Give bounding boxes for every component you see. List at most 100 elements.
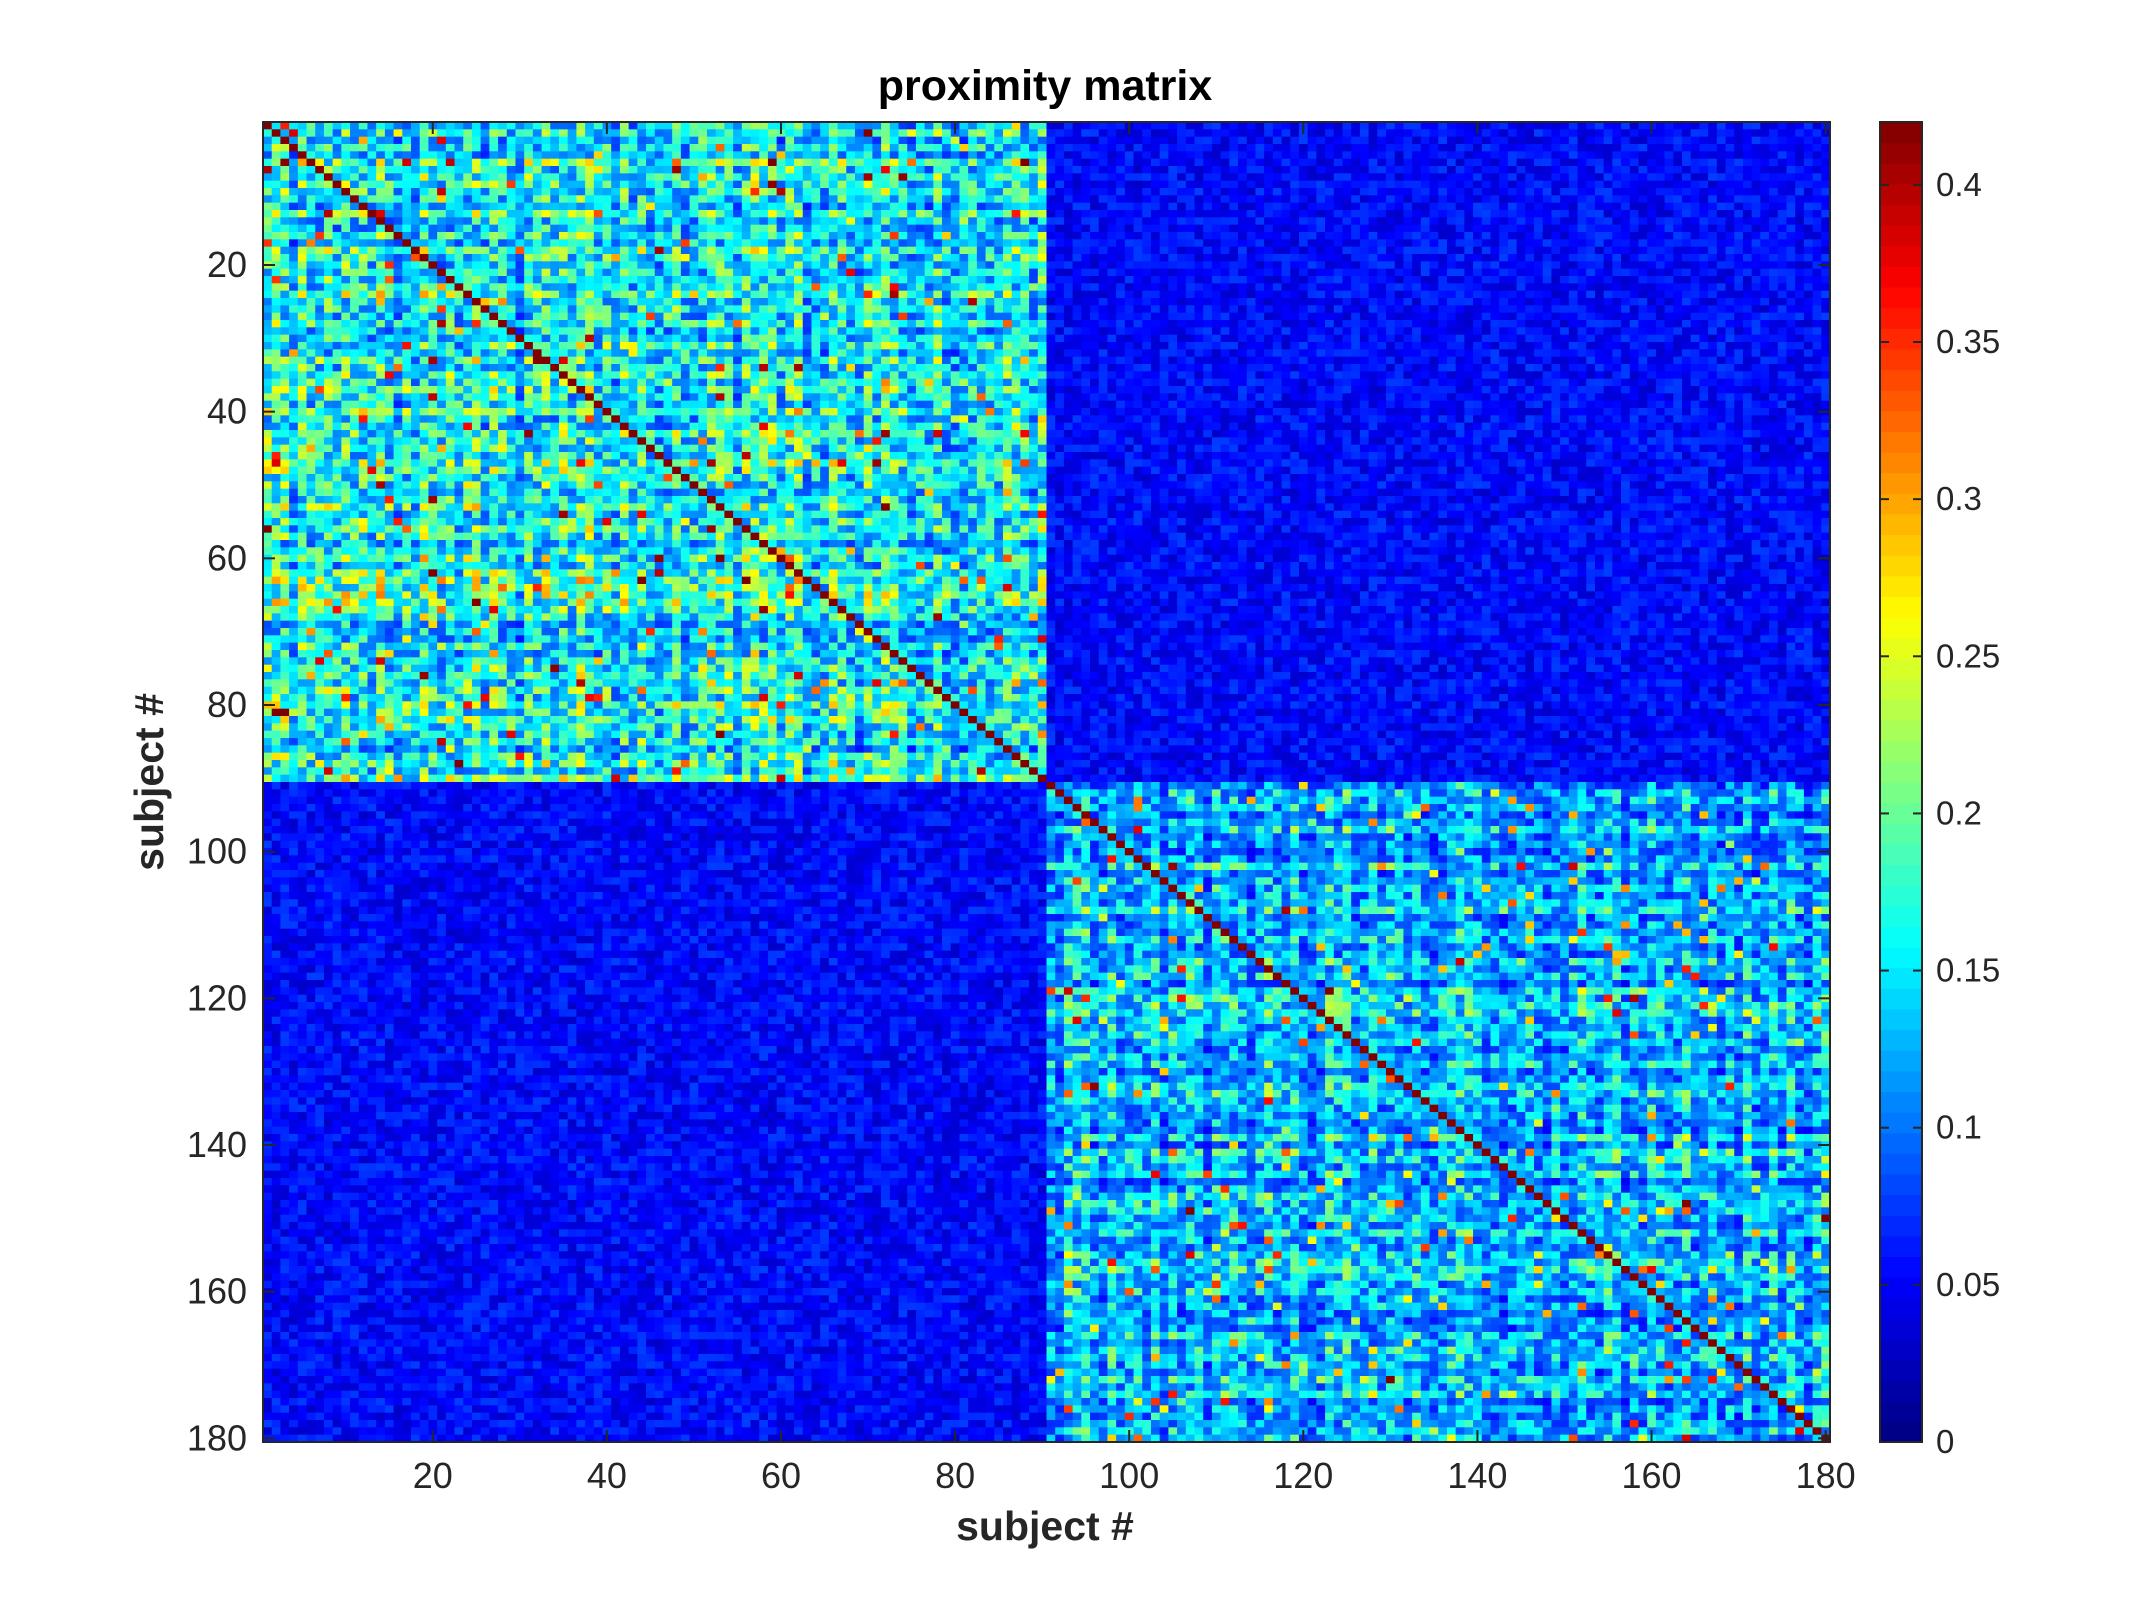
heatmap-cell [1273, 305, 1282, 313]
heatmap-cell [629, 254, 638, 262]
heatmap-cell [1186, 181, 1195, 189]
heatmap-cell [829, 261, 838, 269]
heatmap-cell [1464, 203, 1473, 211]
heatmap-cell [994, 173, 1003, 181]
heatmap-cell [1813, 129, 1822, 137]
heatmap-cell [376, 144, 385, 152]
heatmap-cell [446, 173, 455, 181]
heatmap-cell [1403, 291, 1412, 299]
heatmap-cell [1064, 276, 1073, 284]
heatmap-cell [1055, 225, 1064, 233]
heatmap-cell [1290, 283, 1299, 291]
heatmap-cell [838, 166, 847, 174]
heatmap-cell [1430, 291, 1439, 299]
heatmap-cell [481, 298, 490, 306]
heatmap-cell [1691, 203, 1700, 211]
heatmap-cell [864, 291, 873, 299]
heatmap-cell [1673, 291, 1682, 299]
heatmap-cell [1003, 195, 1012, 203]
heatmap-cell [864, 225, 873, 233]
heatmap-cell [1421, 173, 1430, 181]
heatmap-cell [1551, 232, 1560, 240]
heatmap-cell [986, 203, 995, 211]
heatmap-cell [1325, 305, 1334, 313]
heatmap-cell [1734, 269, 1743, 277]
heatmap-cell [1708, 122, 1717, 130]
heatmap-cell [690, 276, 699, 284]
heatmap-cell [1186, 217, 1195, 225]
heatmap-cell [986, 166, 995, 174]
heatmap-cell [1430, 254, 1439, 262]
heatmap-cell [1334, 305, 1343, 313]
heatmap-cell [1403, 283, 1412, 291]
heatmap-cell [1456, 129, 1465, 137]
heatmap-cell [698, 151, 707, 159]
heatmap-cell [376, 313, 385, 321]
heatmap-cell [1203, 239, 1212, 247]
heatmap-cell [1229, 217, 1238, 225]
heatmap-cell [1316, 151, 1325, 159]
heatmap-cell [1578, 261, 1587, 269]
heatmap-cell [1438, 137, 1447, 145]
heatmap-cell [1769, 151, 1778, 159]
heatmap-cell [637, 320, 646, 328]
heatmap-cell [333, 261, 342, 269]
heatmap-cell [1038, 320, 1047, 328]
heatmap-cell [1699, 313, 1708, 321]
heatmap-cell [742, 269, 751, 277]
heatmap-cell [968, 283, 977, 291]
heatmap-cell [1351, 225, 1360, 233]
heatmap-cell [1578, 203, 1587, 211]
heatmap-cell [968, 188, 977, 196]
heatmap-cell [838, 122, 847, 130]
heatmap-cell [524, 232, 533, 240]
heatmap-cell [576, 173, 585, 181]
heatmap-cell [1699, 166, 1708, 174]
heatmap-cell [1073, 254, 1082, 262]
heatmap-cell [1490, 122, 1499, 130]
heatmap-cell [646, 291, 655, 299]
heatmap-cell [559, 181, 568, 189]
heatmap-cell [1551, 239, 1560, 247]
heatmap-cell [785, 283, 794, 291]
heatmap-cell [811, 188, 820, 196]
heatmap-cell [672, 122, 681, 130]
heatmap-cell [1752, 151, 1761, 159]
heatmap-cell [1778, 129, 1787, 137]
heatmap-cell [1081, 276, 1090, 284]
heatmap-cell [1482, 298, 1491, 306]
heatmap-cell [1290, 247, 1299, 255]
heatmap-cell [1612, 122, 1621, 130]
heatmap-cell [785, 239, 794, 247]
heatmap-cell [1038, 137, 1047, 145]
heatmap-cell [820, 247, 829, 255]
heatmap-cell [1421, 283, 1430, 291]
heatmap-cell [846, 320, 855, 328]
heatmap-cell [1047, 129, 1056, 137]
heatmap-cell [803, 188, 812, 196]
heatmap-cell [1099, 247, 1108, 255]
heatmap-cell [1621, 298, 1630, 306]
heatmap-cell [1073, 261, 1082, 269]
heatmap-cell [986, 254, 995, 262]
heatmap-cell [724, 313, 733, 321]
heatmap-cell [515, 210, 524, 218]
heatmap-cell [846, 203, 855, 211]
heatmap-cell [1038, 151, 1047, 159]
heatmap-cell [768, 144, 777, 152]
heatmap-cell [1490, 261, 1499, 269]
heatmap-cell [1534, 298, 1543, 306]
heatmap-cell [1003, 283, 1012, 291]
heatmap-cell [794, 159, 803, 167]
heatmap-cell [333, 239, 342, 247]
heatmap-cell [716, 203, 725, 211]
heatmap-cell [890, 173, 899, 181]
heatmap-cell [1673, 269, 1682, 277]
heatmap-cell [1508, 254, 1517, 262]
heatmap-cell [777, 144, 786, 152]
heatmap-cell [611, 217, 620, 225]
heatmap-cell [698, 203, 707, 211]
heatmap-cell [1534, 269, 1543, 277]
heatmap-cell [1551, 203, 1560, 211]
heatmap-cell [629, 144, 638, 152]
